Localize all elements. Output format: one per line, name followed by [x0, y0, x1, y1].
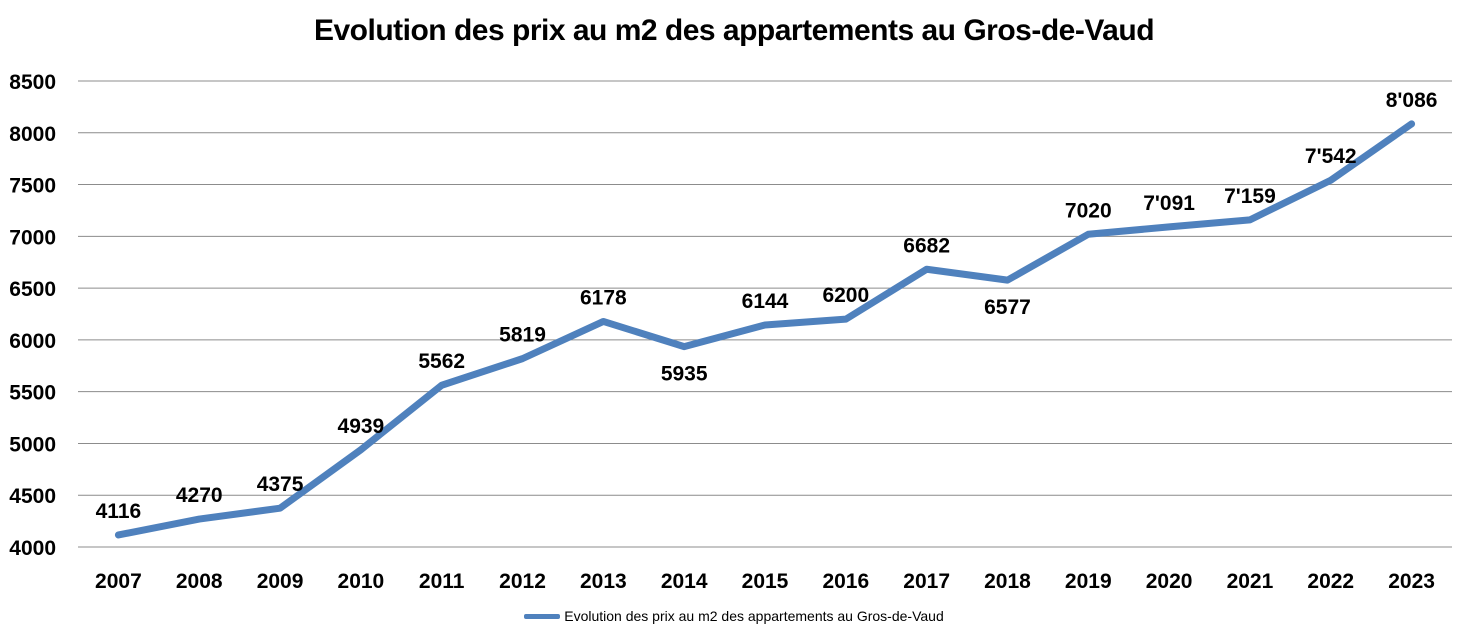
data-point	[115, 531, 122, 538]
data-point	[1327, 177, 1334, 184]
data-labels: 4116 4270 4375 4939 5562 5819 6178 5935 6144 6200…	[96, 89, 1438, 523]
x-tick-label: 2021	[1227, 570, 1274, 593]
data-label: 8'086	[1386, 89, 1438, 112]
y-tick-label: 8500	[9, 71, 56, 94]
data-label: 4270	[176, 484, 223, 507]
series-line	[114, 120, 1416, 539]
data-point	[842, 316, 849, 323]
data-label: 4939	[338, 415, 385, 438]
data-point	[277, 505, 284, 512]
data-point	[923, 266, 930, 273]
data-point	[762, 321, 768, 328]
data-label: 6144	[742, 290, 789, 313]
y-axis-ticks: 4000 4500 5000 5500 6000 6500 7000 7500 8000 8500	[9, 71, 56, 560]
data-point	[1408, 120, 1415, 127]
data-label: 5819	[499, 324, 546, 347]
x-tick-label: 2022	[1307, 570, 1354, 593]
legend: Evolution des prix au m2 des appartement…	[0, 608, 1468, 624]
x-tick-label: 2007	[95, 570, 142, 593]
y-tick-label: 5500	[9, 382, 56, 405]
y-tick-label: 7500	[9, 175, 56, 198]
x-tick-label: 2016	[822, 570, 869, 593]
data-point	[1166, 223, 1173, 230]
data-label: 7020	[1065, 199, 1112, 222]
data-label: 4116	[96, 500, 142, 523]
data-point	[1246, 216, 1253, 223]
y-tick-label: 6000	[9, 330, 56, 353]
legend-label: Evolution des prix au m2 des appartement…	[564, 608, 944, 624]
x-tick-label: 2017	[903, 570, 950, 593]
x-axis-ticks: 2007 2008 2009 2010 2011 2012 2013 2014 2015 2016…	[95, 570, 1435, 593]
data-point	[519, 355, 526, 362]
x-tick-label: 2014	[661, 570, 708, 593]
x-tick-label: 2019	[1065, 570, 1112, 593]
x-tick-label: 2012	[499, 570, 546, 593]
y-tick-label: 5000	[9, 433, 56, 456]
y-tick-label: 4500	[9, 485, 56, 508]
series-line-path	[114, 120, 1416, 539]
x-tick-label: 2018	[984, 570, 1031, 593]
x-tick-label: 2015	[742, 570, 789, 593]
data-point	[1004, 277, 1011, 284]
legend-swatch	[524, 613, 561, 619]
x-tick-label: 2009	[257, 570, 304, 593]
gridlines	[78, 80, 1452, 548]
data-label: 6577	[984, 296, 1031, 319]
data-label: 6682	[903, 234, 950, 257]
data-label: 5935	[661, 363, 708, 386]
data-label: 7'542	[1305, 145, 1357, 168]
data-point	[357, 446, 364, 453]
chart-title: Evolution des prix au m2 des appartement…	[313, 14, 1155, 47]
x-tick-label: 2008	[176, 570, 223, 593]
x-tick-label: 2010	[338, 570, 385, 593]
data-point	[600, 318, 607, 325]
y-tick-label: 8000	[9, 123, 56, 146]
data-label: 7'091	[1143, 192, 1195, 215]
data-point	[681, 343, 688, 350]
y-tick-label: 7000	[9, 226, 56, 249]
data-label: 7'159	[1224, 185, 1276, 208]
x-tick-label: 2023	[1388, 570, 1435, 593]
data-label: 5562	[418, 350, 465, 373]
data-label: 6200	[822, 284, 869, 307]
x-tick-label: 2020	[1146, 570, 1193, 593]
y-tick-label: 4000	[9, 537, 56, 560]
data-point	[438, 382, 445, 389]
data-label: 6178	[580, 286, 627, 309]
data-label: 4375	[257, 473, 304, 496]
x-tick-label: 2011	[419, 570, 465, 593]
x-tick-label: 2013	[580, 570, 627, 593]
data-point	[196, 516, 203, 523]
data-point	[1085, 231, 1092, 238]
y-tick-label: 6500	[9, 278, 56, 301]
